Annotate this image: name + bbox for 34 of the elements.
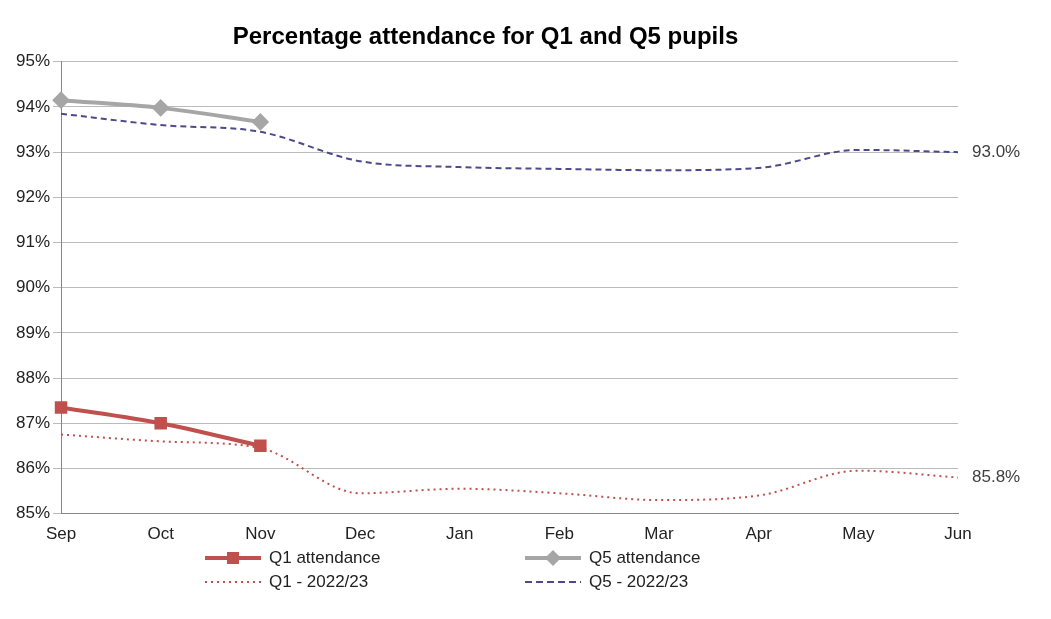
point xyxy=(53,92,70,109)
legend-label: Q1 - 2022/23 xyxy=(269,572,369,592)
x-tick-label: Mar xyxy=(644,524,674,544)
x-tick-label: Feb xyxy=(544,524,574,544)
legend-label: Q5 - 2022/23 xyxy=(589,572,689,592)
x-tick-label: Jan xyxy=(445,524,474,544)
y-tick-label: 90% xyxy=(15,277,51,297)
point xyxy=(152,99,169,116)
x-tick-label: May xyxy=(842,524,875,544)
x-tick-label: Oct xyxy=(147,524,175,544)
point xyxy=(54,401,68,414)
point xyxy=(252,113,269,130)
y-tick-label: 88% xyxy=(15,367,51,387)
y-tick-label: 91% xyxy=(15,232,51,252)
annotation: 93.0% xyxy=(972,141,1021,161)
x-tick-label: Sep xyxy=(45,524,77,544)
chart-title: Percentage attendance for Q1 and Q5 pupils xyxy=(232,22,739,50)
y-tick-label: 95% xyxy=(15,51,51,71)
y-tick-label: 94% xyxy=(15,96,51,116)
y-tick-label: 89% xyxy=(15,322,51,342)
legend-label: Q1 attendance xyxy=(269,548,381,568)
point xyxy=(154,417,167,430)
y-tick-label: 85% xyxy=(15,503,51,523)
y-tick-label: 92% xyxy=(15,187,51,207)
point xyxy=(254,439,267,453)
legend-label: Q5 attendance xyxy=(589,548,701,568)
y-tick-label: 87% xyxy=(15,412,51,432)
y-tick-label: 93% xyxy=(15,141,51,161)
annotation: 85.8% xyxy=(972,467,1021,487)
y-tick-label: 86% xyxy=(15,458,51,478)
x-tick-label: Dec xyxy=(344,524,376,544)
x-tick-label: Jun xyxy=(944,524,972,544)
x-tick-label: Apr xyxy=(745,524,773,544)
x-tick-label: Nov xyxy=(245,524,276,544)
